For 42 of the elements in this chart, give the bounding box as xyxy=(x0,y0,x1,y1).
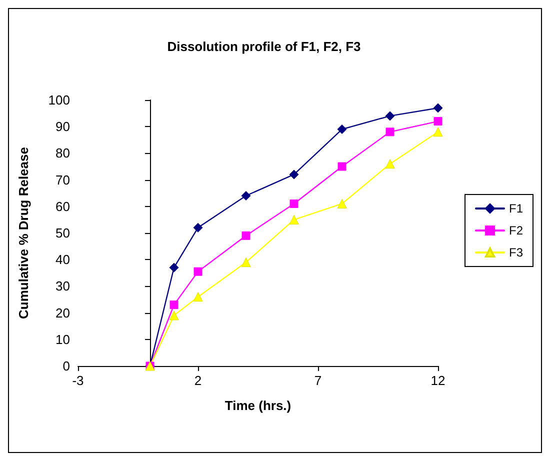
point xyxy=(385,111,395,121)
point xyxy=(194,267,202,276)
point xyxy=(433,127,443,137)
x-tick-label: 2 xyxy=(194,373,202,388)
y-tick-label: 50 xyxy=(56,226,70,240)
chart-title: Dissolution profile of F1, F2, F3 xyxy=(167,39,361,54)
y-tick-label: 60 xyxy=(56,198,70,214)
point xyxy=(337,124,347,134)
point xyxy=(169,262,179,272)
y-tick-label: 40 xyxy=(56,252,70,268)
y-tick-label: 20 xyxy=(56,305,70,320)
y-tick-label: 100 xyxy=(48,92,70,108)
point xyxy=(193,222,203,232)
x-tick-label: 12 xyxy=(430,373,446,388)
y-tick-label: 10 xyxy=(56,332,70,347)
y-tick-label: 0 xyxy=(62,358,70,374)
x-tick-label: 7 xyxy=(314,373,322,388)
point xyxy=(433,103,443,113)
point xyxy=(289,170,299,180)
point xyxy=(386,128,394,136)
point xyxy=(242,231,250,240)
y-tick-label: 90 xyxy=(56,119,70,134)
point xyxy=(169,310,179,320)
point xyxy=(193,292,203,302)
point xyxy=(337,198,347,208)
point xyxy=(170,300,178,310)
point xyxy=(290,199,298,208)
point xyxy=(434,117,442,126)
point xyxy=(338,162,346,171)
x-tick-label: -3 xyxy=(72,373,84,388)
point xyxy=(289,214,299,224)
y-axis-title: Cumulative % Drug Release xyxy=(16,147,31,319)
y-tick-label: 70 xyxy=(56,172,70,188)
point xyxy=(241,258,251,268)
x-axis-title: Time (hrs.) xyxy=(224,398,292,413)
y-tick-label: 30 xyxy=(56,278,70,294)
legend-label: F1 xyxy=(508,202,524,216)
legend-label: F2 xyxy=(508,224,524,238)
legend-label: F3 xyxy=(508,246,524,260)
point xyxy=(241,191,251,201)
y-tick-label: 80 xyxy=(56,146,70,161)
point xyxy=(385,159,395,169)
